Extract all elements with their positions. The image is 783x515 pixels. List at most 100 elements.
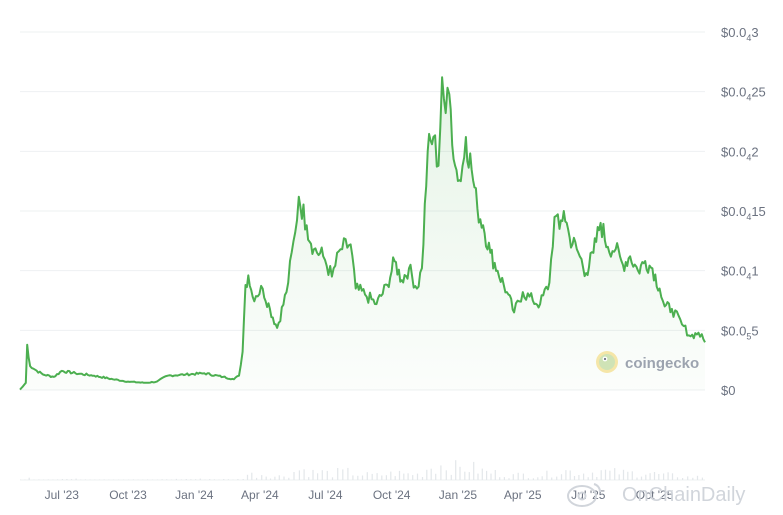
volume-bars — [20, 460, 703, 480]
volume-bar — [522, 473, 524, 480]
volume-bar — [298, 470, 300, 480]
volume-bar — [80, 479, 82, 480]
volume-bar — [89, 479, 91, 480]
volume-bar — [578, 475, 580, 480]
volume-bar — [398, 470, 401, 480]
x-tick-label: Apr '24 — [241, 488, 279, 502]
volume-bar — [204, 479, 206, 480]
volume-bar — [118, 479, 120, 480]
volume-bar — [357, 475, 359, 480]
price-line — [19, 76, 706, 391]
volume-bar — [361, 475, 364, 480]
volume-bar — [573, 476, 576, 480]
volume-bar — [156, 479, 159, 480]
watermark-text: OnChainDaily — [622, 484, 745, 506]
volume-bar — [696, 475, 699, 480]
volume-bar — [269, 478, 272, 480]
volume-bar — [445, 470, 447, 480]
volume-bar — [477, 473, 479, 480]
volume-bar — [274, 476, 276, 480]
volume-bar — [403, 473, 405, 480]
volume-bar — [569, 470, 571, 480]
volume-bar — [70, 479, 73, 480]
volume-bar — [517, 472, 519, 480]
x-tick-label: Oct '25 — [636, 488, 674, 502]
volume-bar — [33, 479, 35, 480]
weibo-icon — [567, 483, 601, 507]
watermark: OnChainDaily — [567, 483, 745, 507]
y-tick-label: $0.055 — [721, 323, 759, 341]
volume-bar — [682, 478, 684, 480]
gecko-icon — [596, 351, 618, 373]
volume-bar — [66, 479, 68, 480]
volume-bar — [128, 479, 130, 480]
volume-bar — [321, 470, 323, 480]
volume-bar — [412, 475, 414, 480]
volume-bar — [464, 471, 466, 480]
volume-bar — [142, 479, 144, 480]
volume-bar — [147, 479, 149, 480]
volume-bar — [640, 476, 643, 480]
volume-bar — [658, 474, 660, 480]
volume-bar — [293, 472, 295, 480]
volume-bar — [631, 471, 633, 480]
volume-bar — [556, 476, 558, 480]
volume-bar — [237, 479, 239, 480]
volume-bar — [303, 469, 305, 480]
volume-bar — [609, 470, 611, 480]
volume-bar — [583, 473, 585, 480]
volume-bar — [24, 479, 26, 480]
volume-bar — [199, 478, 201, 480]
volume-bar — [283, 476, 285, 480]
x-tick-label: Jul '23 — [45, 488, 80, 502]
volume-bar — [394, 476, 396, 480]
x-tick-label: Apr '25 — [504, 488, 542, 502]
volume-bar — [232, 479, 234, 480]
volume-bar — [265, 476, 267, 480]
volume-bar — [376, 473, 378, 480]
volume-bar — [390, 471, 392, 480]
volume-bar — [180, 479, 182, 480]
volume-bar — [312, 469, 314, 480]
volume-bar — [532, 478, 534, 480]
volume-bar — [166, 479, 168, 480]
volume-bar — [75, 478, 77, 480]
volume-bar — [604, 469, 607, 480]
volume-bar — [57, 479, 59, 480]
y-tick-label: $0.0425 — [721, 85, 766, 103]
volume-bar — [381, 475, 383, 480]
volume-bar — [636, 477, 638, 480]
volume-bar — [366, 472, 368, 480]
volume-bar — [614, 468, 616, 480]
volume-bar — [435, 473, 437, 480]
price-area-fill — [20, 77, 705, 391]
volume-bar — [546, 470, 548, 480]
volume-bar — [645, 474, 647, 480]
volume-bar — [459, 466, 461, 480]
volume-bar — [123, 479, 125, 480]
volume-bar — [627, 471, 629, 480]
volume-bar — [151, 479, 154, 480]
volume-bar — [195, 479, 197, 480]
x-tick-label: Oct '23 — [109, 488, 147, 502]
volume-bar — [663, 473, 665, 480]
volume-bar — [61, 479, 63, 480]
volume-bar — [591, 472, 594, 480]
volume-bar — [551, 477, 553, 480]
volume-bar — [218, 479, 220, 480]
volume-bar — [213, 479, 215, 480]
volume-bar — [407, 473, 409, 480]
y-tick-label: $0 — [721, 383, 735, 398]
volume-bar — [450, 474, 452, 480]
volume-bar — [84, 479, 86, 480]
x-tick-label: Jul '24 — [308, 488, 343, 502]
volume-bar — [137, 479, 139, 480]
volume-bar — [473, 461, 475, 480]
y-axis-ticks: $0 $0.055 $0.041 $0.0415 $0.042 $0.0425 $0.043 — [721, 25, 766, 398]
logo-text: coingecko — [625, 355, 699, 372]
volume-bar — [326, 470, 328, 480]
volume-bar — [486, 470, 488, 480]
grid-lines — [20, 31, 705, 481]
volume-bar — [185, 479, 187, 480]
